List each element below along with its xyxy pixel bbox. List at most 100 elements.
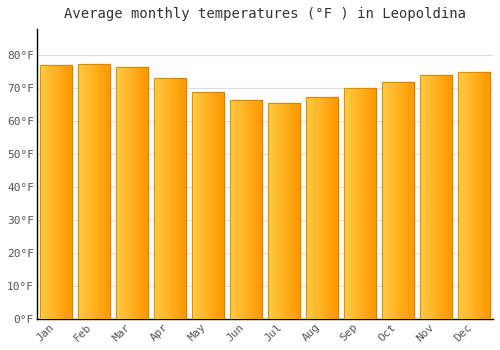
Bar [192, 92, 193, 319]
Bar [44, 65, 45, 319]
Bar [238, 100, 240, 319]
Bar [156, 78, 157, 319]
Bar [433, 75, 434, 319]
Bar [122, 67, 123, 319]
Bar [236, 100, 238, 319]
Bar [71, 65, 72, 319]
Bar [361, 88, 362, 319]
Bar [272, 103, 273, 319]
Bar [444, 75, 446, 319]
Bar [62, 65, 64, 319]
Bar [142, 67, 144, 319]
Bar [84, 64, 85, 319]
Bar [298, 103, 299, 319]
Bar [400, 82, 401, 319]
Bar [394, 82, 395, 319]
Bar [409, 82, 410, 319]
Bar [47, 65, 48, 319]
Bar [90, 64, 92, 319]
Bar [247, 100, 248, 319]
Bar [396, 82, 397, 319]
Bar [321, 97, 322, 319]
Bar [193, 92, 194, 319]
Bar [261, 100, 262, 319]
Bar [372, 88, 373, 319]
Bar [221, 92, 222, 319]
Bar [42, 65, 43, 319]
Bar [100, 64, 102, 319]
Bar [489, 72, 490, 319]
Bar [52, 65, 54, 319]
Bar [332, 97, 334, 319]
Bar [458, 72, 490, 319]
Bar [123, 67, 124, 319]
Bar [439, 75, 440, 319]
Bar [88, 64, 90, 319]
Bar [180, 78, 182, 319]
Bar [274, 103, 276, 319]
Bar [106, 64, 108, 319]
Bar [288, 103, 290, 319]
Bar [282, 103, 283, 319]
Bar [46, 65, 47, 319]
Bar [144, 67, 146, 319]
Bar [256, 100, 258, 319]
Bar [314, 97, 316, 319]
Bar [210, 92, 211, 319]
Bar [242, 100, 244, 319]
Bar [92, 64, 94, 319]
Bar [109, 64, 110, 319]
Bar [442, 75, 444, 319]
Bar [410, 82, 411, 319]
Bar [102, 64, 104, 319]
Bar [64, 65, 66, 319]
Bar [310, 97, 311, 319]
Bar [218, 92, 220, 319]
Bar [412, 82, 413, 319]
Bar [259, 100, 260, 319]
Bar [80, 64, 81, 319]
Bar [336, 97, 337, 319]
Bar [184, 78, 185, 319]
Bar [220, 92, 221, 319]
Bar [118, 67, 119, 319]
Bar [430, 75, 432, 319]
Bar [482, 72, 484, 319]
Bar [199, 92, 200, 319]
Bar [420, 75, 421, 319]
Bar [488, 72, 489, 319]
Bar [358, 88, 359, 319]
Bar [270, 103, 271, 319]
Bar [66, 65, 68, 319]
Bar [128, 67, 130, 319]
Bar [392, 82, 394, 319]
Bar [60, 65, 61, 319]
Bar [345, 88, 346, 319]
Bar [244, 100, 245, 319]
Bar [438, 75, 439, 319]
Bar [451, 75, 452, 319]
Bar [240, 100, 242, 319]
Bar [383, 82, 384, 319]
Bar [159, 78, 160, 319]
Bar [464, 72, 466, 319]
Bar [178, 78, 180, 319]
Bar [134, 67, 135, 319]
Bar [413, 82, 414, 319]
Bar [384, 82, 385, 319]
Bar [382, 82, 383, 319]
Bar [294, 103, 296, 319]
Bar [119, 67, 120, 319]
Bar [328, 97, 330, 319]
Bar [385, 82, 386, 319]
Bar [94, 64, 95, 319]
Bar [175, 78, 176, 319]
Bar [344, 88, 376, 319]
Bar [484, 72, 485, 319]
Bar [397, 82, 398, 319]
Bar [230, 100, 231, 319]
Bar [366, 88, 368, 319]
Bar [222, 92, 223, 319]
Bar [487, 72, 488, 319]
Bar [194, 92, 195, 319]
